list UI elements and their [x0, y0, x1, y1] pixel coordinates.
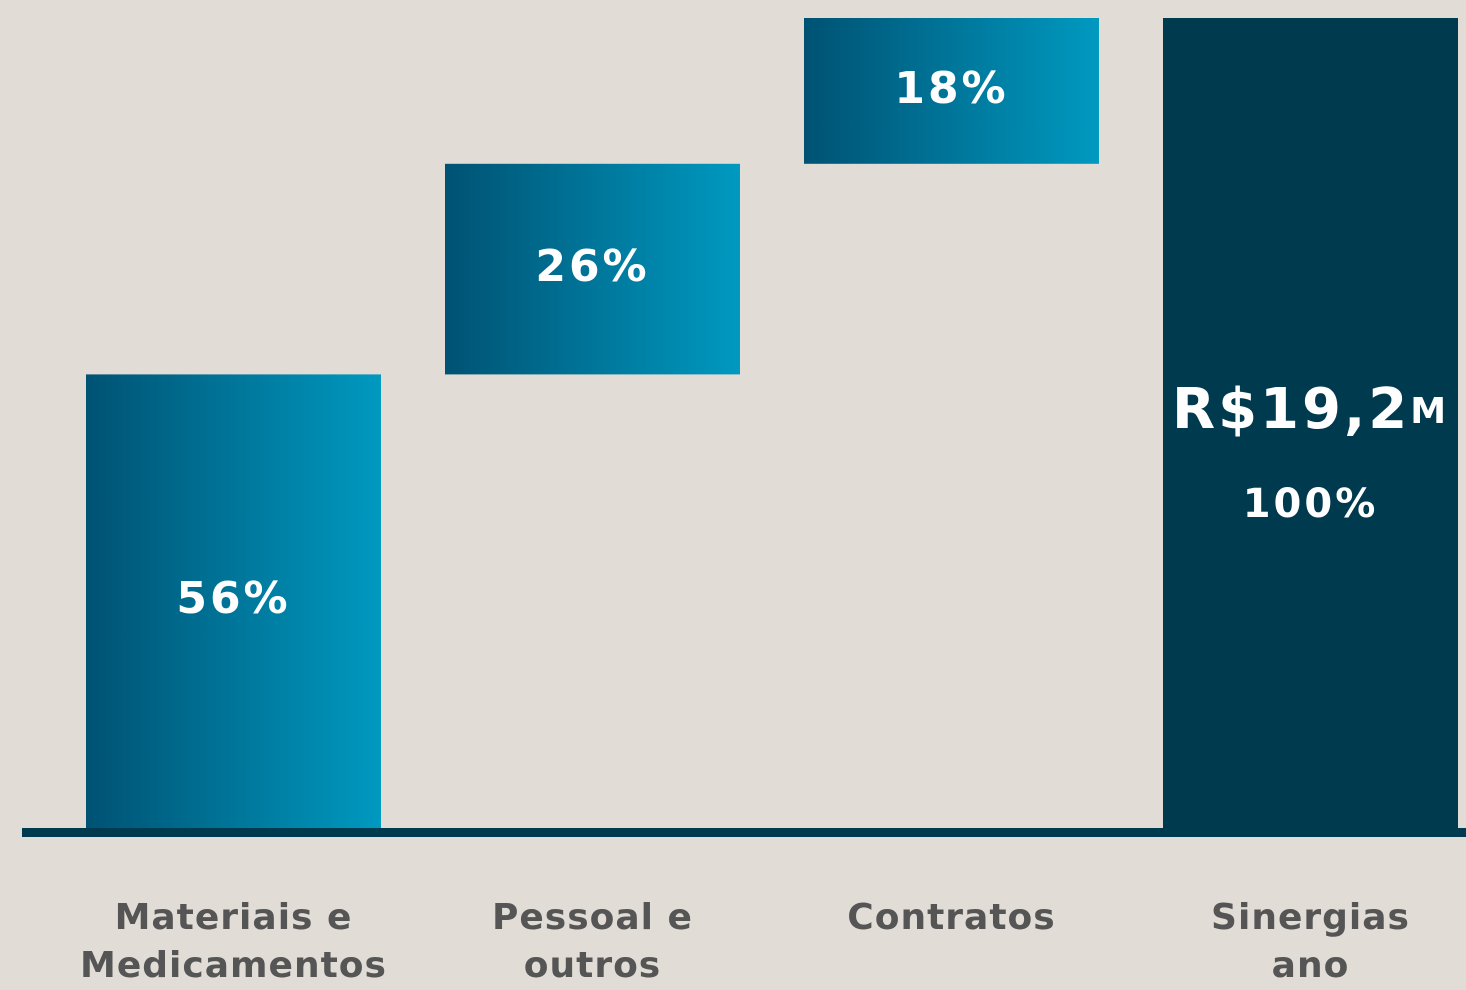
- bar: [445, 163, 740, 375]
- total-annotation-main: R$19,2: [1172, 377, 1410, 442]
- x-tick-label: Materiais e Medicamentos: [80, 897, 387, 986]
- bar: [86, 374, 381, 828]
- x-tick-label: Pessoal e outros: [492, 897, 693, 986]
- x-tick-label: Contratos: [847, 897, 1056, 938]
- x-tick-label: Sinergias ano: [1211, 897, 1410, 986]
- total-annotation-unit: M: [1410, 391, 1449, 432]
- value-label: 26%: [535, 241, 649, 292]
- value-label: 18%: [894, 63, 1008, 114]
- value-label: 100%: [1243, 481, 1379, 527]
- total-bar: [1163, 18, 1458, 828]
- x-axis-line: [22, 828, 1466, 837]
- value-label: 56%: [176, 573, 290, 624]
- bar: [804, 18, 1099, 164]
- total-annotation: R$19,2M: [1172, 377, 1449, 442]
